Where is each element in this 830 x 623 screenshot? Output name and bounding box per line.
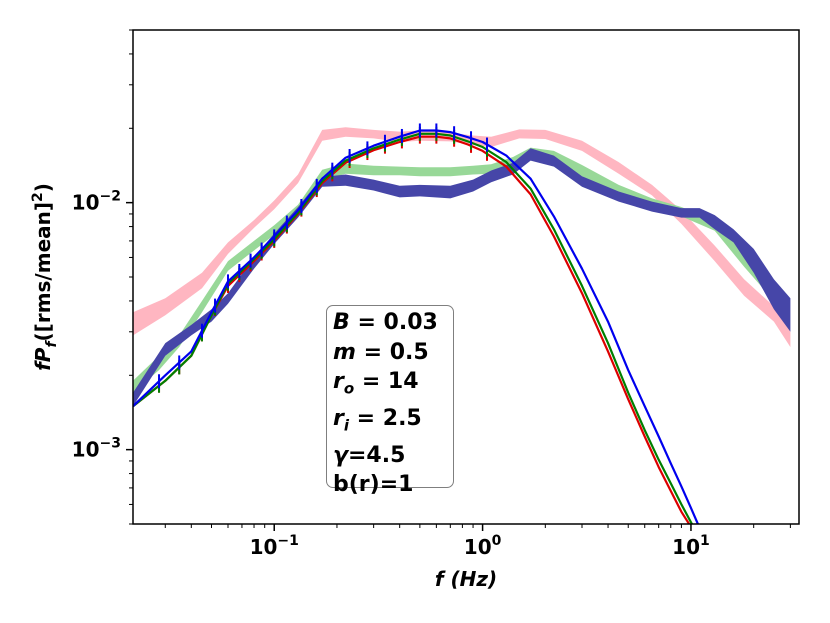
param-value: = 0.5	[355, 339, 429, 365]
param-value: =4.5	[348, 442, 406, 468]
param-var: m	[333, 339, 356, 365]
y-axis-label: fPf([rms/mean]2)	[30, 183, 60, 371]
param-line-b: B = 0.03	[333, 308, 453, 338]
param-var: r	[333, 405, 344, 431]
x-tick-label: 10−1	[250, 533, 299, 559]
series-line-model-blue	[133, 129, 699, 524]
band-observed-pink	[133, 127, 791, 348]
param-value: = 0.03	[349, 310, 438, 335]
x-axis-label-unit: (Hz)	[451, 567, 498, 591]
param-line-ro: ro = 14	[333, 367, 453, 404]
y-axis-label-sup: 2	[30, 192, 46, 202]
param-line-m: m = 0.5	[333, 338, 453, 368]
x-tick-label: 101	[672, 533, 710, 559]
y-axis-label-close: )	[31, 183, 55, 192]
param-var: γ	[333, 442, 348, 468]
ticks-layer: 10−1 100 101 10−3 10−2	[72, 29, 791, 559]
param-value: = 14	[354, 369, 419, 394]
param-var: r	[333, 369, 344, 394]
y-axis-label-unit: ([rms/mean]	[31, 202, 55, 341]
param-line-gamma: γ=4.5	[333, 441, 453, 471]
y-axis-label-sub: f	[44, 340, 60, 348]
y-tick-label: 10−2	[72, 189, 121, 215]
y-axis-label-base: fP	[31, 347, 55, 371]
series-layer	[133, 123, 699, 524]
param-line-ri: ri = 2.5	[333, 404, 453, 441]
param-sub: o	[343, 379, 355, 398]
series-line-model-red	[133, 135, 691, 524]
x-axis-label: f (Hz)	[435, 567, 497, 591]
y-tick-label: 10−3	[72, 436, 121, 462]
x-axis-label-base: f	[435, 567, 446, 591]
parameters-box: B = 0.03 m = 0.5 ro = 14 ri = 2.5 γ=4.5 …	[326, 305, 454, 497]
x-tick-label: 100	[464, 533, 502, 559]
param-sub: i	[343, 416, 350, 435]
param-var: B	[333, 310, 350, 335]
param-value: b(r)=1	[333, 472, 414, 498]
param-value: = 2.5	[349, 405, 422, 431]
param-line-br: b(r)=1	[333, 470, 453, 500]
series-line-model-green	[133, 132, 693, 524]
